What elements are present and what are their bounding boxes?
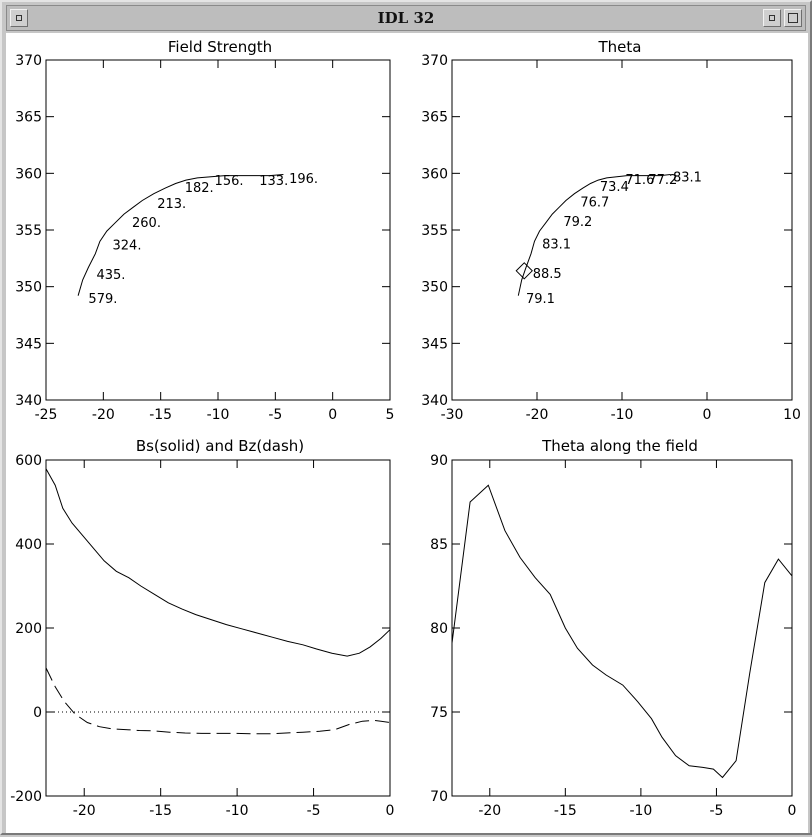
y-tick-label: 75 — [430, 705, 448, 721]
y-tick-label: 365 — [15, 110, 42, 126]
x-tick-label: -10 — [629, 803, 652, 819]
y-tick-label: 345 — [15, 336, 42, 352]
y-tick-label: 365 — [421, 110, 448, 126]
plots-svg: Field Strength -25 -20 -15 -10 -5 0 5 340 345 350… — [10, 38, 801, 819]
series-line — [451, 484, 793, 779]
plot-bs-bz: Bs(solid) and Bz(dash) -20 -15 -10 -5 0 -200 0… — [10, 437, 394, 819]
maximize-icon — [788, 13, 798, 23]
y-tick-label: 0 — [33, 705, 42, 721]
x-tick-label: -20 — [526, 407, 549, 423]
data-label: 182. — [185, 181, 214, 196]
maximize-button[interactable] — [784, 9, 802, 27]
series-line — [77, 174, 284, 296]
x-tick-label: -30 — [441, 407, 464, 423]
x-tick-label: 0 — [386, 803, 395, 819]
y-tick-label: 340 — [15, 393, 42, 409]
x-tick-label: 5 — [386, 407, 395, 423]
data-label: 83.1 — [542, 238, 571, 253]
y-tick-label: 350 — [421, 280, 448, 296]
chart-title: Theta — [598, 38, 642, 56]
y-tick-label: 85 — [430, 537, 448, 553]
plot-frame — [45, 459, 391, 797]
x-tick-label: -5 — [268, 407, 282, 423]
data-label: 79.2 — [563, 215, 592, 230]
diamond-marker — [515, 262, 533, 280]
data-label: 88.5 — [533, 267, 562, 282]
data-label: 435. — [96, 268, 125, 283]
x-tick-label: -10 — [226, 803, 249, 819]
data-label: 71.6 — [625, 173, 654, 188]
x-tick-label: -15 — [554, 803, 577, 819]
chart-title: Bs(solid) and Bz(dash) — [136, 437, 304, 455]
x-tick-label: 10 — [783, 407, 801, 423]
y-tick-label: 360 — [421, 166, 448, 182]
y-tick-label: 340 — [421, 393, 448, 409]
data-label: 156. — [215, 174, 244, 189]
data-label: 83.1 — [673, 171, 702, 186]
data-label: 76.7 — [580, 196, 609, 211]
y-tick-label: 360 — [15, 166, 42, 182]
plot-canvas: Field Strength -25 -20 -15 -10 -5 0 5 340 345 350… — [6, 33, 808, 833]
chart-title: Field Strength — [168, 38, 272, 56]
data-label: 79.1 — [526, 292, 555, 307]
data-label: 213. — [157, 197, 186, 212]
y-tick-label: 70 — [430, 789, 448, 805]
minimize-icon — [769, 15, 775, 21]
x-tick-label: -20 — [92, 407, 115, 423]
y-tick-label: 345 — [421, 336, 448, 352]
y-tick-label: 370 — [15, 53, 42, 69]
x-tick-label: -10 — [207, 407, 230, 423]
series-line — [517, 174, 671, 296]
title-bar[interactable]: IDL 32 — [6, 5, 806, 31]
y-tick-label: 370 — [421, 53, 448, 69]
window-menu-button[interactable] — [10, 9, 28, 27]
y-tick-label: 350 — [15, 280, 42, 296]
plot-frame — [45, 59, 391, 401]
plot-frame — [451, 459, 793, 797]
y-tick-label: 80 — [430, 621, 448, 637]
data-label: 324. — [113, 239, 142, 254]
minimize-button[interactable] — [763, 9, 781, 27]
x-tick-label: -15 — [149, 803, 172, 819]
plot-frame — [451, 59, 793, 401]
x-tick-label: -20 — [478, 803, 501, 819]
x-tick-label: 0 — [328, 407, 337, 423]
x-tick-label: 0 — [788, 803, 797, 819]
x-tick-label: -25 — [35, 407, 58, 423]
data-label: 260. — [132, 216, 161, 231]
x-tick-label: -20 — [73, 803, 96, 819]
x-tick-label: -15 — [149, 407, 172, 423]
y-tick-label: 200 — [15, 621, 42, 637]
plot-theta: Theta -30 -20 -10 0 10 340 345 350 355 360 365 370 7… — [421, 38, 801, 423]
data-label: 579. — [88, 292, 117, 307]
y-tick-label: 90 — [430, 453, 448, 469]
x-tick-label: -5 — [307, 803, 321, 819]
plot-theta-along-field: Theta along the field -20 -15 -10 -5 0 70 75 80… — [430, 437, 796, 819]
data-label: 73.4 — [600, 180, 629, 195]
x-tick-label: -10 — [611, 407, 634, 423]
y-tick-label: -200 — [10, 789, 42, 805]
window-menu-icon — [16, 15, 22, 21]
y-tick-label: 355 — [15, 223, 42, 239]
series-line-dash — [45, 667, 391, 735]
y-tick-label: 355 — [421, 223, 448, 239]
data-label: 133. — [259, 174, 288, 189]
window-title: IDL 32 — [377, 9, 435, 27]
chart-title: Theta along the field — [541, 437, 698, 455]
y-tick-label: 400 — [15, 537, 42, 553]
y-tick-label: 600 — [15, 453, 42, 469]
x-tick-label: 0 — [703, 407, 712, 423]
x-tick-label: -5 — [709, 803, 723, 819]
series-line — [45, 468, 391, 657]
data-label: 77.2 — [648, 173, 677, 188]
plot-field-strength: Field Strength -25 -20 -15 -10 -5 0 5 340 345 350… — [15, 38, 394, 423]
data-label: 196. — [289, 172, 318, 187]
